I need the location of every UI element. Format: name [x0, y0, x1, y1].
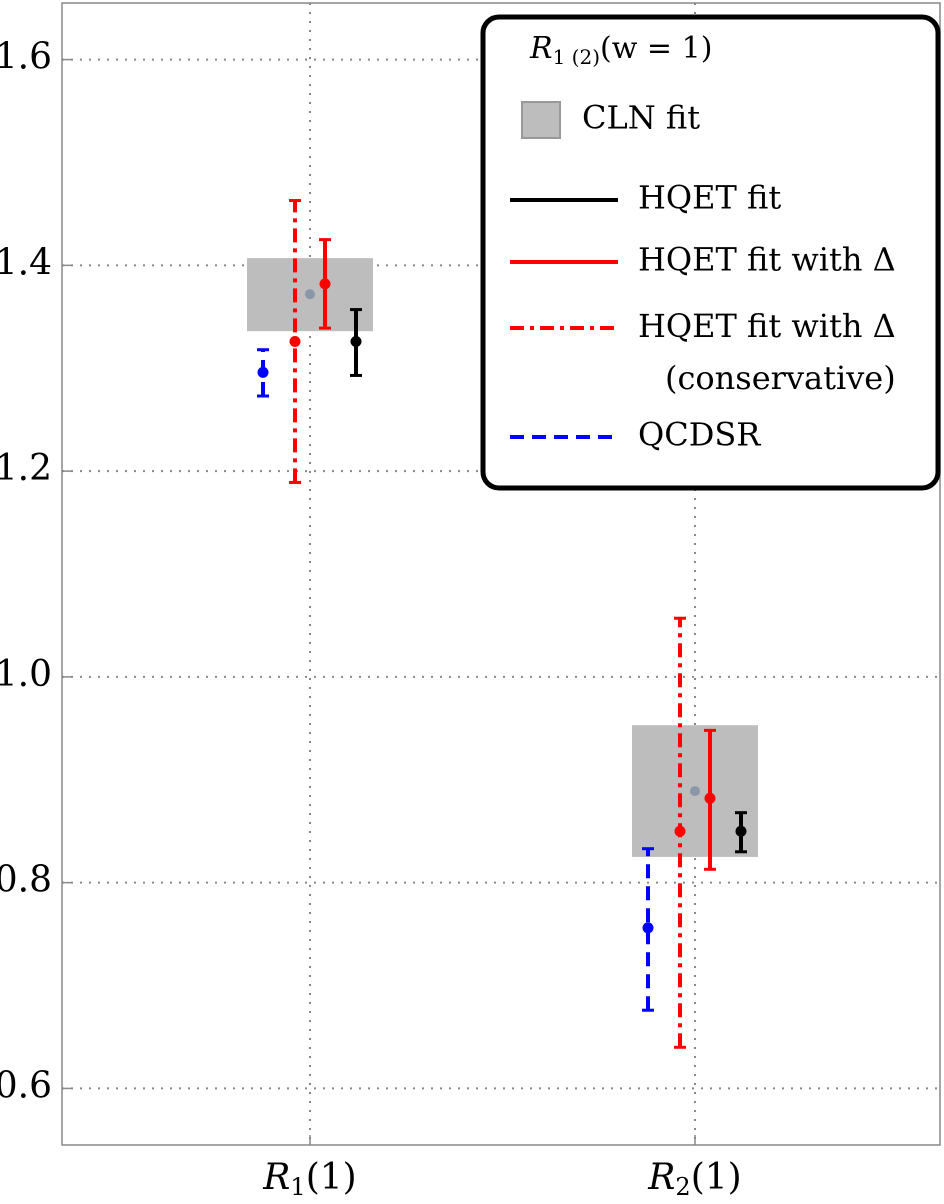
plot-frame: [61, 2, 941, 1146]
cln-point: [305, 289, 315, 300]
data-point: [319, 278, 331, 290]
y-tick-label: 1.2: [0, 448, 52, 489]
legend-label: HQET fit with Δ: [638, 241, 896, 279]
legend-box: [480, 14, 941, 491]
x-tick-label: R1(1): [262, 1157, 356, 1200]
y-tick-label: 0.8: [0, 860, 52, 901]
cln-point: [690, 786, 700, 797]
y-tick-label: 1.4: [0, 242, 52, 283]
data-point: [735, 825, 747, 837]
legend-swatch: [521, 101, 561, 139]
y-tick-label: 1.6: [0, 37, 52, 78]
marks: [247, 199, 758, 1049]
y-tick-label: 0.6: [0, 1065, 52, 1106]
legend-label: HQET fit: [638, 179, 781, 217]
legend-label: HQET fit with Δ (conservative): [638, 307, 896, 397]
data-point: [642, 922, 654, 934]
y-tick-label: 1.0: [0, 654, 52, 695]
grid: 0.6 0.8 1.0 1.2 1.4 1.6 R1(1) R2(1): [0, 3, 940, 1201]
x-tick-label: R2(1): [647, 1157, 741, 1200]
legend: R1 (2)(w = 1) CLN fit HQET fit HQET fit wit…: [510, 31, 896, 454]
data-point: [704, 792, 716, 804]
data-point: [257, 366, 269, 378]
legend-label: QCDSR: [638, 416, 761, 454]
data-point: [350, 335, 362, 347]
legend-label: CLN fit: [582, 99, 700, 137]
data-point: [674, 825, 686, 837]
data-point: [289, 335, 301, 347]
legend-title: R1 (2)(w = 1): [529, 31, 712, 69]
